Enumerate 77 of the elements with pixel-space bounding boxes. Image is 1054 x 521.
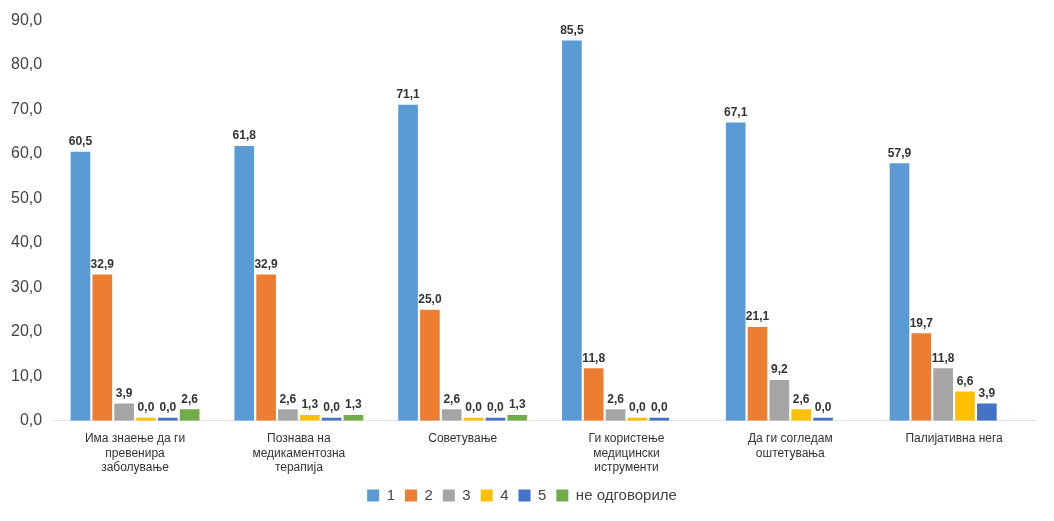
bar: [114, 403, 134, 421]
data-label: 21,1: [745, 309, 770, 324]
x-tick-label: Има знаење да ги превенира заболување: [84, 431, 186, 475]
data-label: 1,3: [301, 397, 319, 412]
data-label: 0,0: [650, 400, 668, 415]
bar: [70, 151, 91, 421]
data-label: 1,3: [508, 397, 526, 412]
legend-label: 2: [424, 485, 433, 503]
x-tick-label: Да ги согледам оштетувања: [747, 431, 833, 460]
y-tick-label: 70,0: [11, 99, 43, 117]
legend-label: 3: [462, 485, 471, 503]
data-label: 19,7: [909, 315, 934, 330]
data-label: 2,6: [607, 391, 625, 406]
data-label: 57,9: [887, 145, 912, 160]
bar: [769, 379, 790, 421]
bar: [747, 326, 768, 421]
data-label: 6,6: [956, 373, 974, 388]
data-label: 25,0: [418, 291, 442, 306]
data-label: 67,1: [724, 104, 748, 119]
y-tick-label: 10,0: [11, 366, 43, 384]
data-label: 85,5: [560, 22, 584, 37]
legend-label: 5: [538, 485, 547, 503]
y-tick-label: 60,0: [11, 144, 43, 162]
bar: [977, 403, 997, 421]
data-label: 2,6: [279, 391, 297, 406]
data-label: 3,9: [978, 385, 996, 400]
legend-label: 1: [386, 485, 395, 503]
bar: [955, 391, 975, 421]
bar: [583, 368, 604, 421]
y-tick-label: 20,0: [11, 322, 43, 340]
bar: [420, 309, 440, 421]
bar: [441, 409, 462, 421]
data-label: 9,2: [771, 362, 789, 377]
data-label: 0,0: [487, 400, 505, 415]
data-label: 11,8: [582, 350, 606, 365]
data-label: 32,9: [254, 256, 279, 271]
data-label: 2,6: [443, 391, 461, 406]
data-label: 71,1: [396, 86, 421, 101]
bar: [562, 40, 582, 421]
bar: [889, 163, 910, 421]
bar: [234, 146, 255, 421]
bar: [933, 368, 953, 421]
bar: [179, 409, 200, 421]
x-tick-label: Ги користење медицински иструменти: [588, 431, 665, 475]
data-label: 1,3: [345, 397, 363, 412]
bar: [278, 409, 298, 421]
data-label: 32,9: [90, 256, 115, 271]
y-tick-label: 30,0: [11, 277, 43, 295]
bar: [92, 274, 113, 421]
y-tick-label: 80,0: [11, 55, 43, 73]
data-label: 0,0: [814, 400, 832, 415]
data-label: 61,8: [232, 128, 257, 143]
bar: [911, 333, 932, 421]
y-tick-label: 40,0: [11, 233, 43, 251]
bar: [398, 104, 418, 421]
data-label: 0,0: [465, 400, 483, 415]
legend-label: 4: [500, 485, 509, 503]
data-label: 60,5: [68, 134, 93, 149]
bar: [791, 409, 812, 421]
data-label: 2,6: [792, 391, 810, 406]
y-tick-label: 50,0: [11, 188, 43, 206]
data-label: 0,0: [323, 400, 341, 415]
data-label: 11,8: [931, 350, 955, 365]
x-tick-label: Познава на медикаментозна терапија: [252, 431, 346, 475]
bar: [256, 274, 276, 421]
legend-label: не одговориле: [575, 485, 677, 503]
x-tick-label: Советување: [428, 431, 498, 446]
y-tick-label: 0,0: [19, 411, 43, 429]
x-tick-label: Палијативна нега: [905, 431, 1004, 446]
data-label: 2,6: [181, 391, 199, 406]
y-tick-label: 90,0: [11, 11, 43, 29]
data-label: 0,0: [137, 400, 155, 415]
data-label: 3,9: [115, 385, 133, 400]
data-label: 0,0: [159, 400, 177, 415]
bar: [605, 409, 626, 421]
bar: [725, 122, 746, 421]
data-label: 0,0: [629, 400, 647, 415]
